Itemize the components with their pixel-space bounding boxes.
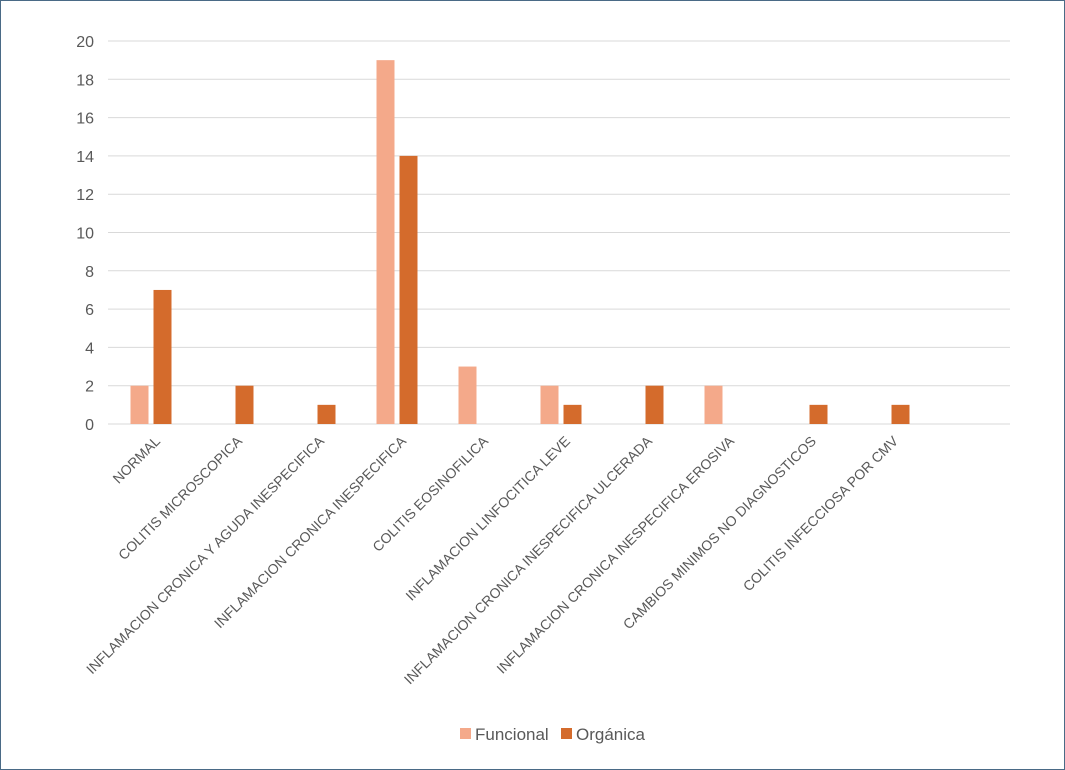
bar-funcional xyxy=(458,366,477,424)
y-tick-label: 8 xyxy=(85,264,94,281)
y-tick-label: 10 xyxy=(76,226,94,243)
bar-funcional xyxy=(130,385,149,424)
bar-organica xyxy=(399,155,418,424)
legend: Funcional Orgánica xyxy=(460,725,646,744)
bar-organica xyxy=(235,385,254,424)
bar-organica xyxy=(645,385,664,424)
y-tick-label: 4 xyxy=(85,340,94,357)
y-tick-label: 6 xyxy=(85,302,94,319)
y-tick-label: 18 xyxy=(76,72,94,89)
y-tick-label: 20 xyxy=(76,34,94,51)
bar-organica xyxy=(317,404,336,424)
x-category-label: NORMAL xyxy=(109,433,163,487)
bar-organica xyxy=(153,289,172,424)
gridlines xyxy=(108,40,1010,425)
y-axis-ticks: 0 2 4 6 8 10 12 14 16 18 20 xyxy=(76,34,94,434)
x-category-label: COLITIS INFECCIOSA POR CMV xyxy=(740,432,902,594)
bar-organica xyxy=(809,404,828,424)
bar-funcional xyxy=(540,385,559,424)
bar-organica xyxy=(891,404,910,424)
y-tick-label: 0 xyxy=(85,417,94,434)
bar-organica xyxy=(563,404,582,424)
legend-label-organica: Orgánica xyxy=(576,725,646,744)
y-tick-label: 2 xyxy=(85,379,94,396)
x-category-label: INFLAMACION LINFOCITICA LEVE xyxy=(402,433,573,604)
bar-funcional xyxy=(376,60,395,425)
bar-funcional xyxy=(704,385,723,424)
y-tick-label: 14 xyxy=(76,149,94,166)
bars xyxy=(130,60,910,425)
y-tick-label: 16 xyxy=(76,111,94,128)
legend-swatch-organica xyxy=(561,728,572,739)
y-tick-label: 12 xyxy=(76,187,94,204)
legend-swatch-funcional xyxy=(460,728,471,739)
legend-label-funcional: Funcional xyxy=(475,725,549,744)
